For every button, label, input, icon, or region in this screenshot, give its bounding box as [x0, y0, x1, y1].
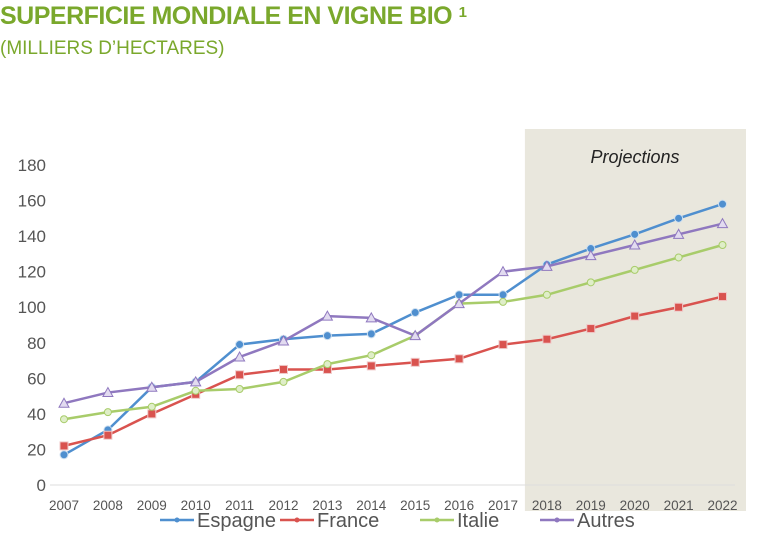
data-point-espagne [322, 331, 332, 341]
legend-marker [434, 517, 440, 523]
x-tick-label: 2011 [225, 498, 254, 513]
projection-label: Projections [590, 147, 679, 167]
x-tick-label: 2014 [356, 498, 387, 513]
data-point-italie [367, 351, 376, 360]
data-point-autres [145, 381, 158, 392]
data-point-autres [233, 350, 246, 362]
data-point-espagne [674, 213, 684, 223]
data-point-espagne [718, 199, 727, 209]
data-point-autres [58, 397, 70, 408]
legend-label: Italie [457, 510, 499, 532]
x-tick-label: 2009 [137, 498, 167, 513]
data-point-france [366, 361, 376, 371]
y-tick-label: 100 [18, 298, 46, 317]
series-line-france [63, 295, 723, 448]
y-tick-label: 20 [27, 440, 46, 459]
y-tick-label: 80 [27, 334, 46, 353]
data-point-france [674, 302, 684, 312]
data-point-espagne [366, 329, 376, 339]
data-point-autres [409, 329, 422, 341]
y-tick-label: 120 [18, 263, 46, 282]
data-point-france [103, 430, 113, 440]
legend-label: France [317, 510, 379, 532]
data-point-france [586, 324, 596, 334]
data-point-italie [147, 402, 156, 411]
y-tick-label: 60 [27, 369, 46, 388]
data-point-france [410, 357, 420, 367]
x-tick-label: 2010 [181, 498, 211, 513]
data-point-autres [628, 238, 641, 250]
x-tick-label: 2016 [444, 498, 474, 513]
data-point-italie [542, 290, 551, 299]
x-tick-label: 2020 [620, 498, 650, 513]
data-point-autres [716, 217, 729, 229]
data-point-france [718, 292, 727, 302]
y-tick-label: 140 [18, 227, 46, 246]
data-point-italie [499, 297, 507, 306]
data-point-italie [191, 386, 200, 395]
data-point-france [542, 334, 552, 344]
data-point-autres [321, 310, 334, 321]
legend-marker [294, 517, 300, 523]
data-point-italie [674, 253, 683, 262]
data-point-france [498, 340, 508, 350]
data-point-autres [453, 297, 465, 309]
data-point-italie [586, 278, 595, 287]
data-point-italie [279, 377, 288, 386]
chart-subtitle: (MILLIERS D’HECTARES) [0, 38, 225, 59]
data-point-italie [323, 360, 332, 369]
x-tick-label: 2012 [268, 498, 298, 513]
data-point-italie [235, 385, 244, 393]
chart-title: SUPERFICIE MONDIALE EN VIGNE BIO 1 [0, 2, 467, 30]
data-point-france [454, 354, 464, 364]
y-tick-label: 160 [18, 192, 46, 211]
data-point-autres [584, 249, 597, 261]
y-tick-label: 0 [37, 476, 46, 495]
x-tick-label: 2019 [576, 498, 606, 513]
data-point-autres [672, 228, 685, 239]
y-tick-label: 40 [27, 405, 46, 424]
data-point-autres [277, 334, 290, 346]
x-tick-label: 2015 [400, 498, 430, 513]
data-point-autres [541, 260, 553, 271]
data-point-espagne [498, 290, 508, 300]
x-tick-label: 2007 [49, 498, 79, 513]
data-point-autres [189, 375, 202, 387]
y-tick-label: 180 [18, 156, 46, 175]
data-point-italie [60, 415, 68, 424]
data-point-france [630, 311, 640, 321]
x-tick-label: 2008 [93, 498, 123, 513]
data-point-france [279, 364, 288, 374]
data-point-italie [718, 241, 727, 249]
data-point-autres [102, 386, 114, 398]
x-tick-label: 2017 [488, 498, 518, 513]
data-point-france [235, 370, 245, 380]
data-point-espagne [454, 290, 464, 300]
data-point-france [59, 441, 69, 451]
data-point-italie [103, 408, 112, 417]
legend-marker [554, 517, 560, 523]
x-tick-label: 2018 [532, 498, 562, 513]
x-tick-label: 2013 [312, 498, 342, 513]
legend-label: Espagne [197, 510, 276, 532]
data-point-espagne [630, 229, 640, 239]
data-point-autres [365, 311, 378, 323]
x-tick-label: 2021 [664, 498, 694, 513]
data-point-france [147, 409, 157, 419]
data-point-espagne [235, 340, 245, 350]
legend-marker [174, 517, 180, 523]
data-point-espagne [410, 308, 420, 318]
series-line-italie [63, 243, 723, 421]
series-line-autres [63, 222, 723, 405]
data-point-italie [630, 265, 639, 274]
data-point-espagne [59, 450, 69, 460]
legend-label: Autres [577, 510, 635, 532]
data-point-autres [497, 265, 509, 277]
x-tick-label: 2022 [707, 498, 737, 513]
